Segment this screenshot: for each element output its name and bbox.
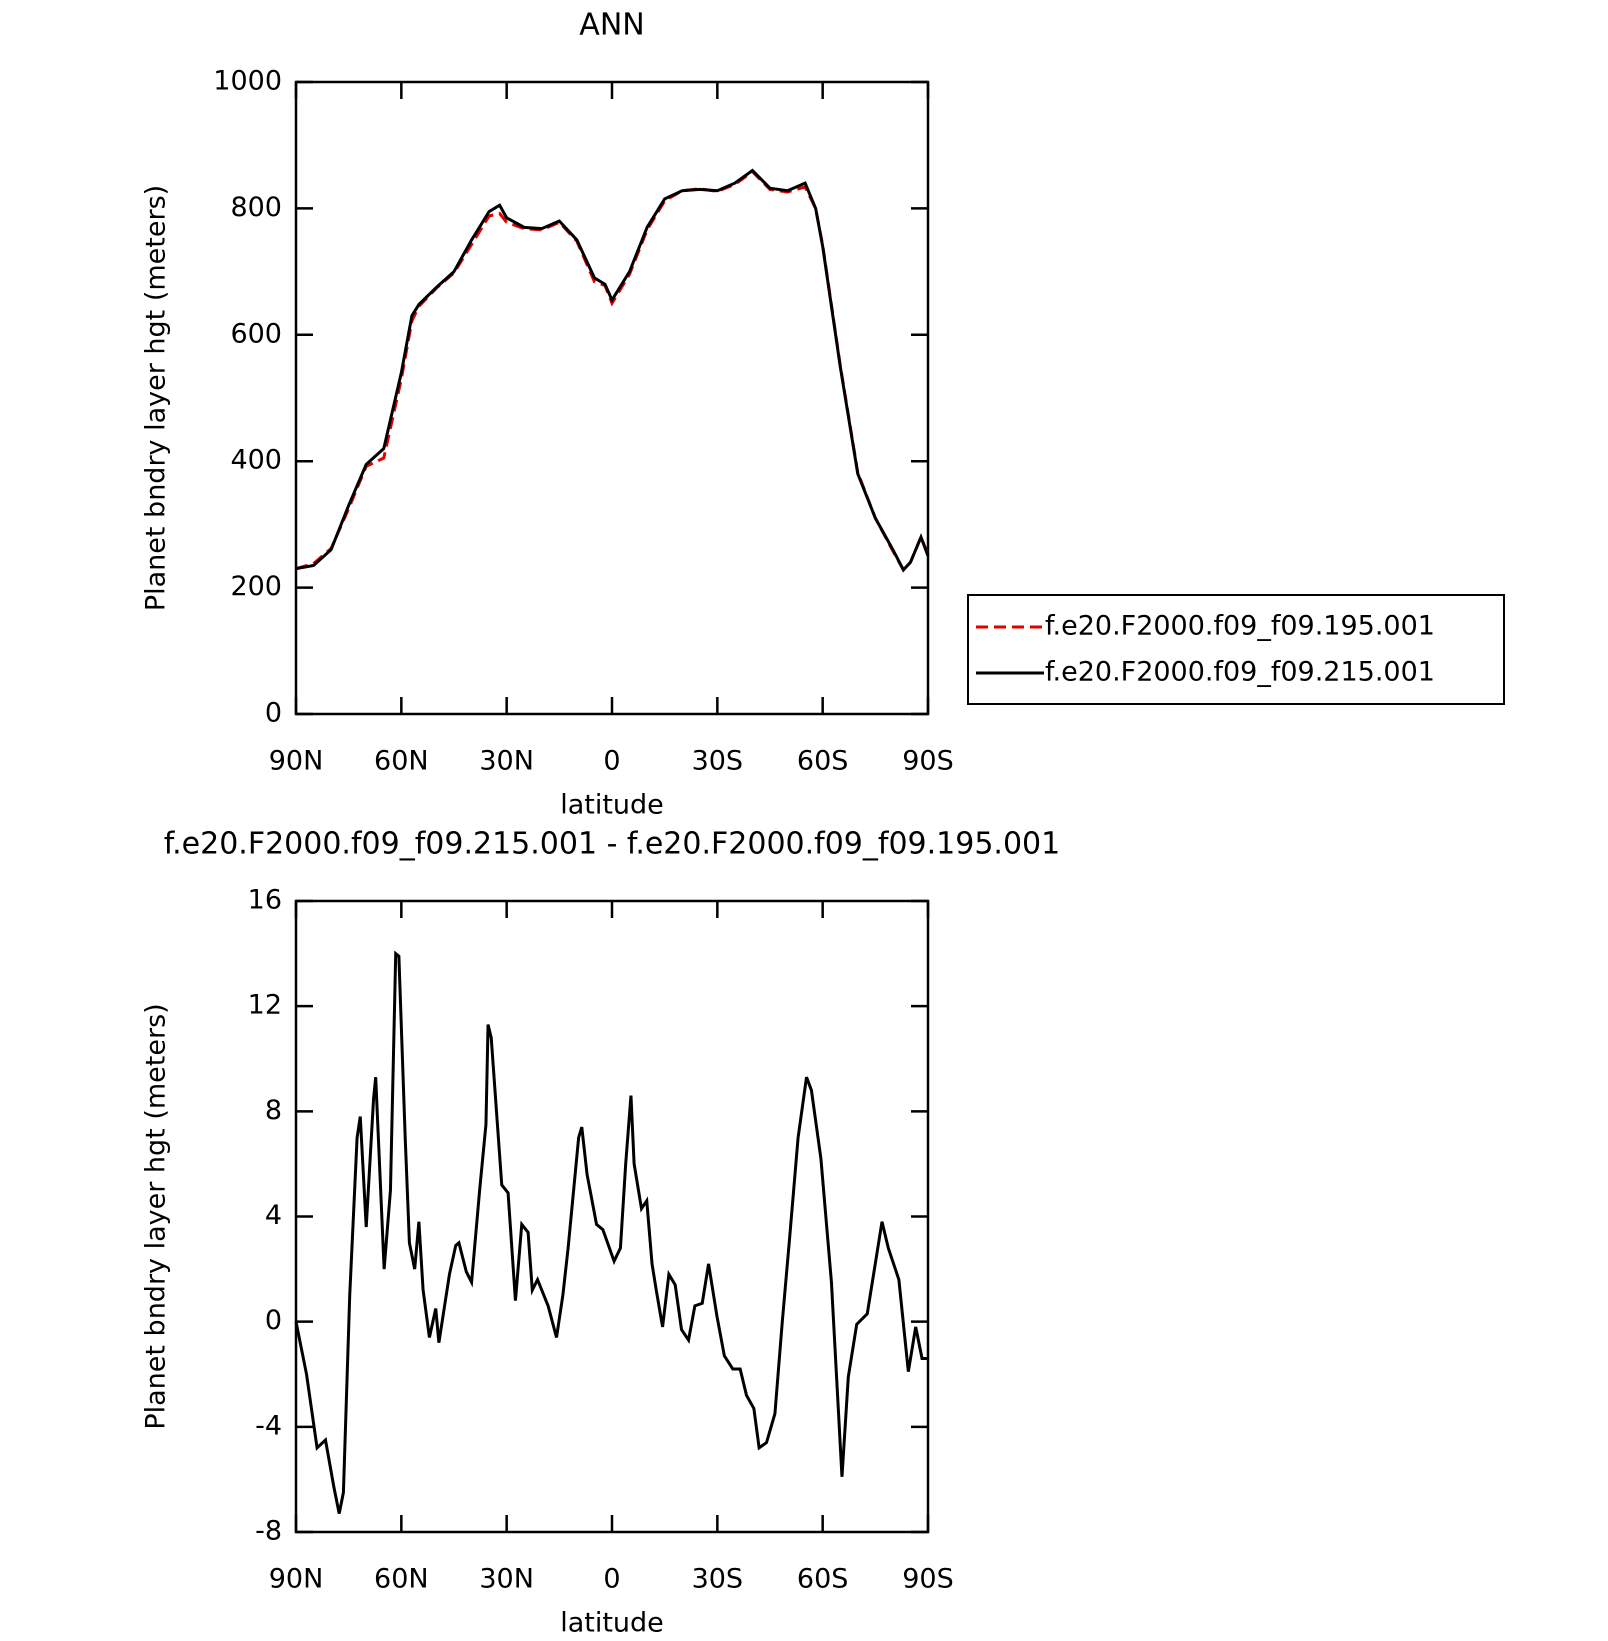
- x-tick-label: 30N: [479, 1564, 534, 1595]
- x-tick-label: 0: [603, 1564, 620, 1595]
- x-tick-label: 90S: [902, 1564, 954, 1595]
- plot-frame: [294, 899, 930, 1534]
- x-tick-label: 60S: [797, 1564, 849, 1595]
- plot-frame: [294, 80, 930, 716]
- chart-title: f.e20.F2000.f09_f09.215.001 - f.e20.F200…: [164, 827, 1060, 862]
- y-tick-label: 4: [265, 1200, 282, 1231]
- series-line: [295, 169, 930, 573]
- y-tick-label: 0: [265, 1305, 282, 1336]
- x-tick-label: 30S: [692, 746, 744, 777]
- series-line: [294, 950, 928, 1514]
- y-tick-label: 1000: [213, 66, 282, 97]
- x-axis-label: latitude: [560, 1608, 664, 1639]
- x-tick-label: 90N: [269, 1564, 324, 1595]
- y-axis-label: Planet bndry layer hgt (meters): [141, 1003, 172, 1429]
- legend-box: [967, 594, 1505, 705]
- y-tick-label: -8: [255, 1516, 282, 1547]
- x-tick-label: 30N: [479, 746, 534, 777]
- y-tick-label: 800: [230, 192, 282, 223]
- x-tick-label: 90S: [902, 746, 954, 777]
- x-axis-label: latitude: [560, 790, 664, 821]
- legend-label: f.e20.F2000.f09_f09.195.001: [1045, 611, 1435, 642]
- y-tick-label: 400: [230, 445, 282, 476]
- y-tick-label: 8: [265, 1095, 282, 1126]
- y-tick-label: 600: [230, 318, 282, 349]
- x-tick-label: 60S: [797, 746, 849, 777]
- y-axis-label: Planet bndry layer hgt (meters): [141, 185, 172, 611]
- y-tick-label: 12: [248, 990, 282, 1021]
- x-tick-label: 0: [603, 746, 620, 777]
- x-tick-label: 60N: [374, 746, 429, 777]
- series-line: [295, 168, 930, 573]
- x-tick-label: 60N: [374, 1564, 429, 1595]
- chart-title: ANN: [579, 8, 644, 43]
- y-tick-label: 16: [248, 885, 282, 916]
- y-tick-label: 0: [265, 698, 282, 729]
- x-tick-label: 90N: [269, 746, 324, 777]
- x-tick-label: 30S: [692, 1564, 744, 1595]
- legend-label: f.e20.F2000.f09_f09.215.001: [1045, 657, 1435, 688]
- y-tick-label: -4: [255, 1410, 282, 1441]
- y-tick-label: 200: [230, 571, 282, 602]
